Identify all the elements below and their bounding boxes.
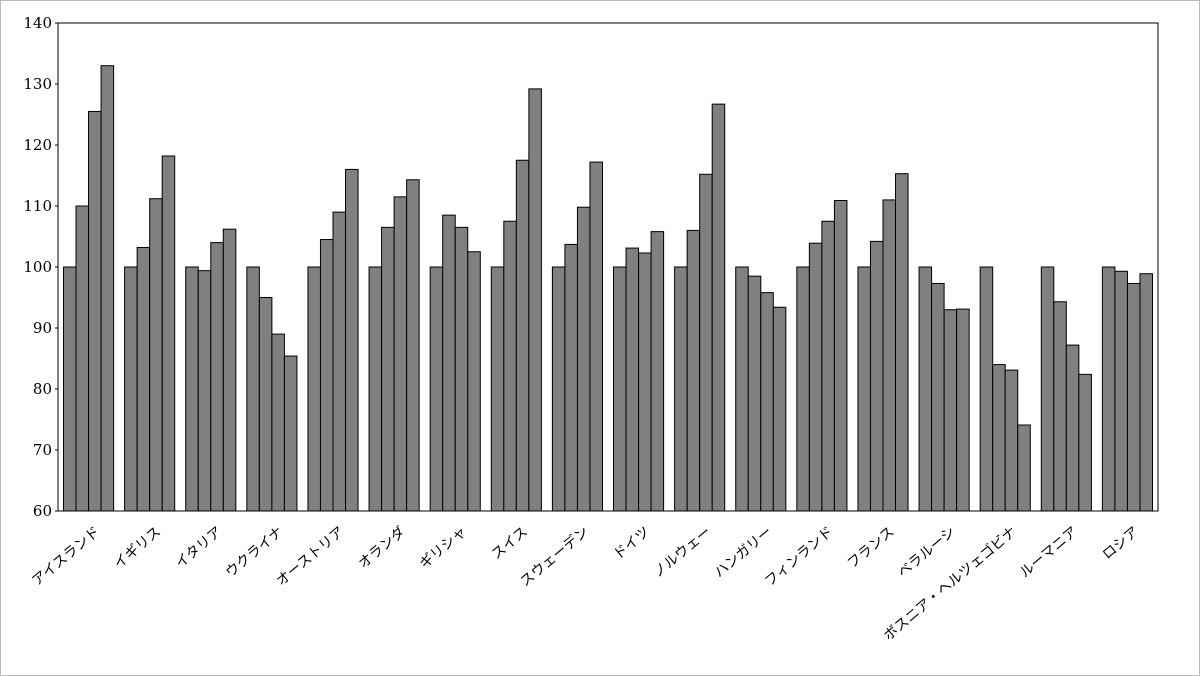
bar <box>210 242 224 512</box>
bar <box>711 103 726 512</box>
bar <box>833 200 848 512</box>
bar <box>943 309 958 512</box>
bar <box>88 110 102 512</box>
bar <box>674 266 688 512</box>
bar <box>283 355 298 512</box>
y-tick-label: 100 <box>23 258 52 276</box>
bar <box>1017 424 1031 512</box>
y-tick-label: 70 <box>33 441 52 459</box>
bar <box>931 282 945 512</box>
bar <box>442 214 456 512</box>
bar <box>222 228 237 512</box>
bar <box>686 229 701 512</box>
y-tick-label: 110 <box>23 197 52 215</box>
bar <box>467 251 481 512</box>
bar <box>63 266 77 512</box>
bar <box>882 199 897 512</box>
bar <box>638 252 652 512</box>
bar <box>429 266 444 512</box>
bar <box>747 275 762 512</box>
bar <box>699 173 713 512</box>
bar <box>161 155 176 512</box>
y-tick-label: 60 <box>33 502 52 520</box>
bar <box>895 173 909 512</box>
y-tick-label: 130 <box>23 75 52 93</box>
bar <box>1101 266 1116 512</box>
bar <box>1065 344 1080 512</box>
bar <box>918 266 933 512</box>
bar <box>1053 301 1067 512</box>
bar <box>319 239 334 512</box>
bar <box>650 231 665 512</box>
bar <box>503 220 517 512</box>
bar <box>821 220 835 512</box>
bar <box>271 333 285 512</box>
bar <box>979 266 994 512</box>
bar <box>625 247 640 512</box>
bar <box>613 266 627 512</box>
bar <box>75 205 90 512</box>
bar <box>515 159 530 512</box>
y-tick-label: 80 <box>33 380 52 398</box>
bar <box>197 270 212 512</box>
bar <box>381 226 395 512</box>
bar <box>406 179 420 512</box>
bar <box>992 364 1006 512</box>
bar <box>136 246 151 512</box>
bar <box>956 308 970 512</box>
bar <box>345 168 359 512</box>
bar <box>490 266 505 512</box>
bar <box>1114 270 1128 512</box>
bar <box>735 266 749 512</box>
bar <box>124 266 138 512</box>
bar <box>528 88 542 512</box>
bar <box>551 266 566 512</box>
y-tick-label: 90 <box>33 319 52 337</box>
bar <box>307 266 321 512</box>
bar <box>869 240 884 512</box>
bar <box>808 242 823 512</box>
bar <box>564 243 578 512</box>
y-tick-label: 140 <box>23 14 52 32</box>
bar <box>258 297 273 512</box>
bar <box>1126 282 1141 512</box>
bar <box>857 266 871 512</box>
bar <box>1004 369 1019 512</box>
bar <box>1078 373 1092 512</box>
bar <box>246 266 260 512</box>
bar <box>796 266 810 512</box>
bar <box>454 226 469 512</box>
bar <box>576 206 591 512</box>
y-tick-label: 120 <box>23 136 52 154</box>
bar <box>1139 273 1153 512</box>
bar <box>589 161 604 512</box>
bar <box>368 266 383 512</box>
bar <box>772 306 787 512</box>
bar <box>1040 266 1055 512</box>
bar <box>149 198 163 512</box>
bar <box>185 266 199 512</box>
bar <box>332 211 347 512</box>
bar <box>100 65 115 512</box>
bar <box>760 292 774 512</box>
bar <box>393 196 408 512</box>
